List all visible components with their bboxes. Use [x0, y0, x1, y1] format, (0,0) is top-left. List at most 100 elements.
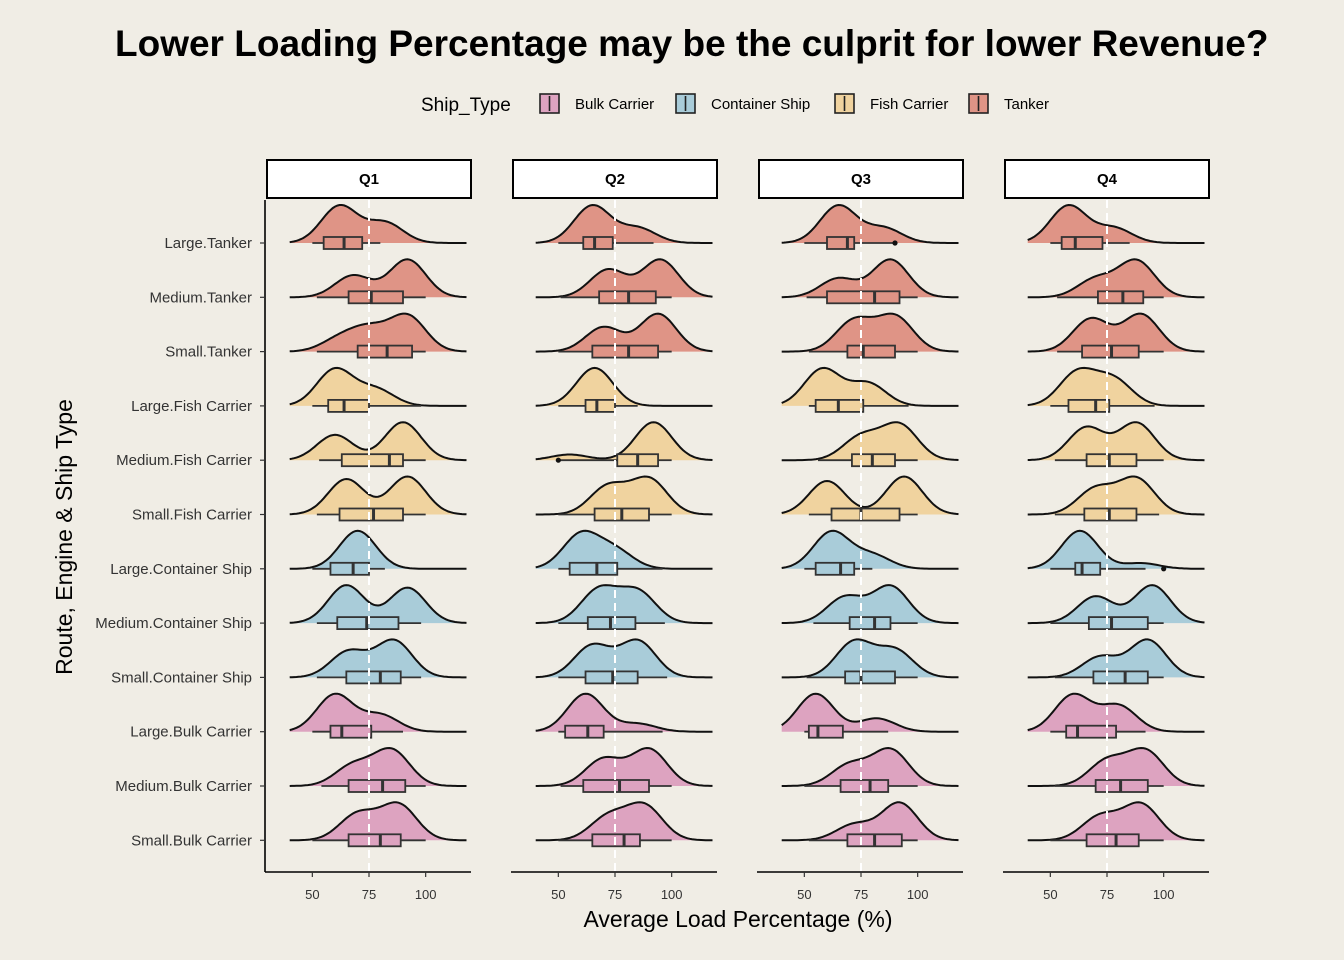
density-area [535, 693, 713, 732]
y-tick-label: Medium.Container Ship [95, 615, 252, 632]
facet-strip [266, 159, 472, 199]
violin-row [289, 204, 467, 250]
violin-row [781, 692, 959, 739]
y-tick-label: Medium.Tanker [149, 289, 252, 306]
density-area [781, 530, 959, 569]
density-line [1027, 692, 1205, 733]
x-tick-label: 50 [1043, 887, 1057, 902]
density-line [535, 692, 713, 733]
density-line [289, 801, 467, 842]
density-line [289, 692, 467, 733]
violin-row [781, 638, 959, 685]
outlier-point [1161, 566, 1167, 572]
density-area [1027, 367, 1205, 406]
density-line [1027, 475, 1205, 516]
box [356, 344, 413, 359]
density-area [781, 693, 959, 732]
violin-row [1027, 366, 1205, 413]
x-tick-label: 100 [1153, 887, 1175, 902]
density-area [1027, 259, 1205, 298]
density-area [781, 585, 959, 624]
legend-label: Bulk Carrier [575, 96, 654, 113]
box [844, 670, 896, 685]
violin-row [535, 584, 713, 630]
density-line [289, 366, 467, 407]
density-area [781, 476, 959, 515]
x-tick-label: 75 [1100, 887, 1114, 902]
y-tick-label: Medium.Fish Carrier [116, 452, 252, 469]
box [591, 833, 641, 848]
y-tick-label: Small.Fish Carrier [132, 507, 252, 524]
box [329, 561, 370, 576]
x-tick-label: 100 [661, 887, 683, 902]
legend-label: Fish Carrier [870, 96, 948, 113]
box [329, 724, 373, 739]
density-area [535, 748, 713, 786]
facet-strip [1004, 159, 1210, 199]
density-line [289, 258, 467, 299]
box [347, 833, 402, 848]
box [564, 724, 605, 739]
density-area [535, 476, 713, 515]
density-area [535, 530, 713, 569]
density-area [289, 802, 467, 841]
density-area [781, 313, 959, 352]
violin-row [289, 638, 467, 685]
density-area [289, 693, 467, 732]
violin-row [781, 421, 959, 468]
box [340, 453, 404, 468]
facet-panel-q1: Q1 50 75 100 [265, 159, 472, 902]
density-area [535, 422, 713, 461]
density-line [535, 421, 713, 461]
box [1060, 236, 1104, 250]
density-line [781, 312, 959, 353]
violin-row [289, 366, 467, 413]
violin-row [781, 258, 959, 305]
density-area [1027, 693, 1205, 732]
violin-row [781, 475, 959, 522]
density-area [781, 422, 959, 461]
density-line [289, 638, 467, 679]
violin-row [289, 584, 467, 630]
box [814, 561, 856, 576]
legend-key-container-ship: Container Ship [675, 93, 810, 114]
density-line [289, 475, 467, 516]
box [1067, 398, 1111, 413]
density-line [1027, 421, 1205, 462]
y-tick-label: Large.Tanker [164, 235, 252, 252]
density-line [1027, 312, 1205, 353]
box [1085, 453, 1138, 468]
x-axis-title: Average Load Percentage (%) [584, 906, 893, 932]
violin-row [535, 421, 713, 468]
box [347, 290, 404, 305]
violin-row [781, 529, 959, 576]
density-line [535, 638, 713, 679]
density-area [781, 259, 959, 298]
box [846, 344, 896, 359]
density-line [781, 746, 959, 787]
outlier-point [555, 457, 561, 463]
facet-panel-q4: Q4 50 75 100 [1003, 159, 1210, 902]
density-line [781, 421, 959, 462]
violin-row [535, 746, 713, 793]
violin-row [1027, 312, 1205, 359]
facet-panels: Q1 50 75 100 Q2 50 75 100 Q3 50 75 100 Q4 50 75 100 [265, 159, 1210, 902]
legend-key-tanker: Tanker [968, 93, 1049, 114]
x-tick-label: 75 [362, 887, 376, 902]
density-line [781, 475, 959, 516]
violin-row [535, 203, 713, 250]
violin-row [289, 801, 467, 848]
box [582, 779, 650, 793]
box [1092, 670, 1149, 685]
box [830, 507, 901, 522]
box [327, 398, 370, 413]
box [591, 344, 659, 359]
violin-row [289, 258, 467, 305]
violin-row [1027, 203, 1205, 250]
box [584, 398, 616, 413]
facet-strip-label: Q4 [1097, 171, 1118, 188]
violin-row [289, 312, 467, 359]
legend-label: Tanker [1004, 96, 1049, 113]
x-tick-label: 100 [907, 887, 929, 902]
violin-row [289, 529, 467, 576]
